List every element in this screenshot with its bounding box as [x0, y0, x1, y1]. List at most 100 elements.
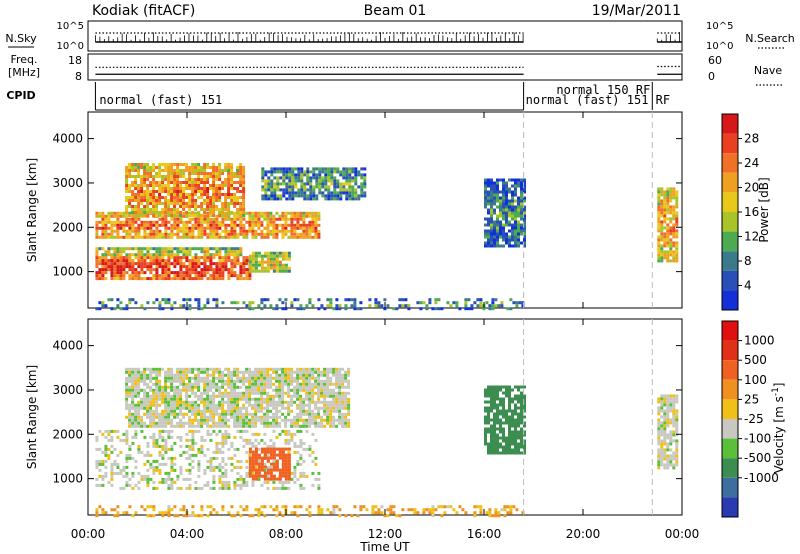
echo-cell	[221, 435, 225, 439]
echo-cell	[206, 223, 210, 227]
echo-cell	[203, 304, 207, 308]
echo-cell	[203, 409, 207, 413]
echo-cell	[341, 403, 345, 407]
echo-cell	[182, 367, 186, 371]
echo-cell	[233, 256, 237, 260]
echo-cell	[176, 232, 180, 236]
echo-cell	[200, 421, 204, 425]
echo-cell	[203, 406, 207, 410]
echo-cell	[194, 217, 198, 221]
echo-cell	[239, 202, 243, 205]
echo-cell	[197, 447, 201, 451]
echo-cell	[514, 193, 517, 197]
echo-cell	[239, 226, 243, 230]
echo-cell	[227, 211, 231, 214]
echo-cell	[239, 172, 243, 175]
echo-cell	[212, 172, 216, 175]
echo-cell	[502, 229, 505, 233]
echo-cell	[143, 175, 147, 178]
echo-cell	[182, 169, 186, 172]
echo-cell	[164, 394, 168, 398]
echo-cell	[314, 220, 318, 224]
echo-cell	[263, 447, 267, 451]
echo-cell	[254, 468, 258, 472]
echo-cell	[287, 456, 291, 460]
echo-cell	[484, 232, 487, 236]
echo-cell	[182, 253, 186, 257]
echo-cell	[239, 424, 243, 428]
echo-cell	[125, 196, 129, 199]
echo-cell	[293, 441, 297, 445]
echo-cell	[188, 394, 192, 398]
echo-cell	[514, 217, 517, 221]
echo-cell	[348, 167, 352, 171]
echo-cell	[660, 187, 664, 191]
echo-cell	[203, 370, 207, 374]
echo-cell	[188, 178, 192, 181]
echo-cell	[499, 226, 502, 230]
echo-cell	[520, 391, 523, 395]
echo-cell	[197, 163, 201, 166]
echo-cell	[257, 459, 261, 463]
echo-cell	[338, 307, 342, 311]
echo-cell	[515, 301, 519, 305]
echo-cell	[499, 451, 502, 455]
echo-cell	[290, 409, 294, 413]
echo-cell	[119, 277, 123, 281]
echo-cell	[269, 232, 273, 236]
echo-cell	[185, 250, 189, 254]
echo-cell	[275, 370, 279, 374]
echo-cell	[155, 406, 159, 410]
echo-cell	[203, 214, 207, 218]
echo-cell	[143, 235, 147, 239]
echo-cell	[419, 301, 423, 305]
echo-cell	[143, 199, 147, 202]
echo-cell	[236, 307, 240, 311]
echo-cell	[185, 397, 189, 401]
echo-cell	[179, 394, 183, 398]
echo-cell	[212, 187, 216, 190]
echo-cell	[137, 480, 141, 484]
echo-cell	[206, 217, 210, 221]
echo-cell	[514, 421, 517, 425]
echo-cell	[158, 379, 162, 383]
echo-cell	[254, 232, 258, 236]
echo-cell	[248, 450, 252, 454]
echo-cell	[179, 388, 183, 392]
echo-cell	[125, 205, 129, 208]
echo-cell	[502, 181, 505, 185]
echo-cell	[161, 415, 165, 419]
echo-cell	[276, 185, 280, 189]
echo-cell	[212, 373, 216, 377]
echo-cell	[110, 223, 114, 227]
echo-cell	[296, 397, 300, 401]
echo-cell	[293, 418, 297, 422]
echo-cell	[266, 298, 270, 302]
echo-cell	[511, 415, 514, 419]
echo-cell	[285, 167, 289, 171]
echo-cell	[107, 447, 111, 451]
echo-cell	[182, 211, 186, 215]
echo-cell	[666, 256, 670, 260]
echo-cell	[675, 190, 679, 194]
echo-cell	[191, 453, 195, 457]
echo-cell	[663, 196, 667, 200]
echo-cell	[657, 196, 661, 200]
echo-cell	[264, 191, 268, 195]
echo-cell	[288, 191, 292, 195]
echo-cell	[143, 184, 147, 187]
echo-cell	[493, 412, 496, 416]
echo-cell	[143, 196, 147, 199]
echo-cell	[119, 247, 123, 251]
echo-cell	[314, 400, 318, 404]
echo-cell	[152, 214, 156, 217]
colorbar-cell	[722, 192, 738, 212]
echo-cell	[176, 184, 180, 187]
echo-cell	[254, 263, 258, 267]
echo-cell	[323, 406, 327, 410]
echo-cell	[508, 427, 511, 431]
echo-cell	[300, 179, 304, 183]
echo-cell	[302, 471, 306, 475]
echo-cell	[303, 197, 307, 201]
echo-cell	[104, 429, 108, 433]
